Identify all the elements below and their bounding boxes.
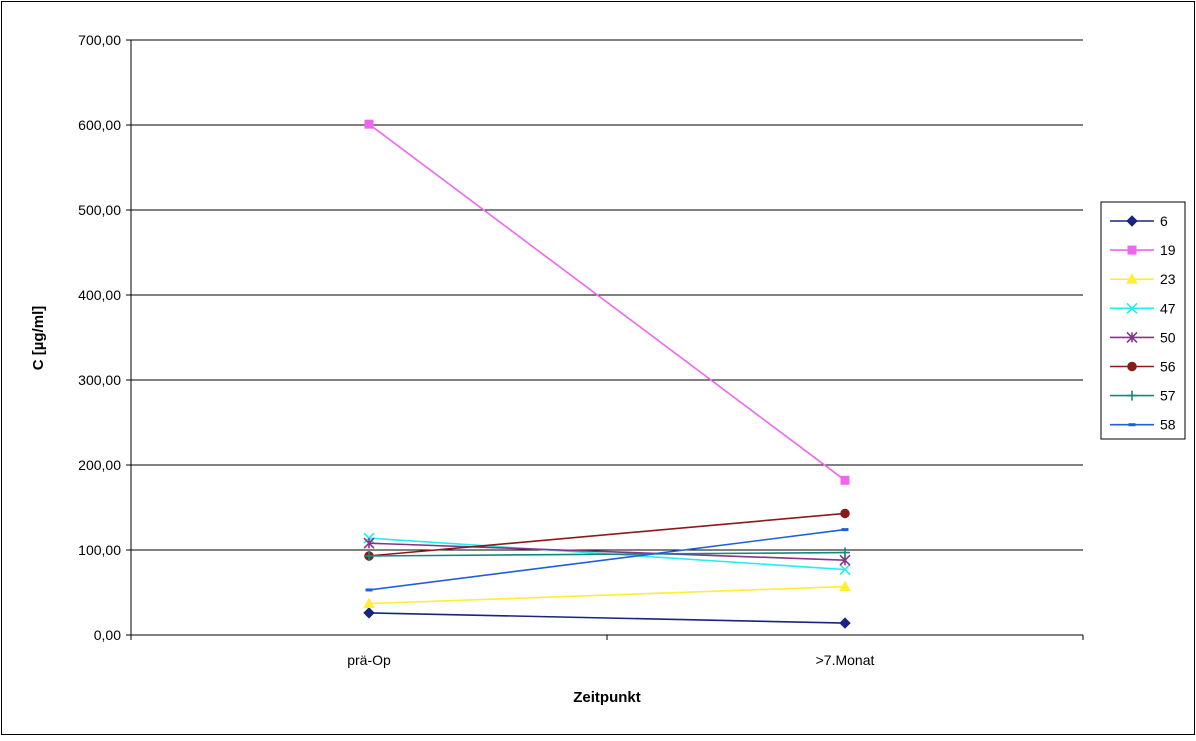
legend-label: 50 — [1160, 329, 1176, 345]
series-line — [368, 551, 846, 557]
marker-diamond — [1126, 215, 1138, 227]
legend-label: 57 — [1160, 388, 1176, 404]
series-58 — [365, 528, 849, 592]
legend-label: 19 — [1160, 242, 1176, 258]
series-lines — [363, 119, 851, 629]
marker-square — [1127, 245, 1137, 255]
x-tick-label: prä-Op — [347, 652, 391, 668]
x-tick-label: >7.Monat — [816, 652, 875, 668]
marker-triangle — [839, 580, 851, 592]
legend-box — [1100, 201, 1186, 440]
legend-label: 56 — [1160, 359, 1176, 375]
marker-star — [1126, 331, 1138, 343]
y-tick-label: 700,00 — [78, 32, 121, 48]
legend-item: 57 — [1110, 388, 1176, 404]
series-line — [368, 512, 846, 557]
marker-plus — [1127, 390, 1137, 401]
legend-item: 23 — [1110, 271, 1176, 287]
legend-item: 58 — [1110, 417, 1176, 433]
marker-plus — [840, 547, 850, 558]
series-line — [368, 612, 846, 624]
marker-dash — [365, 588, 373, 592]
marker-circle — [840, 508, 850, 519]
marker-dash — [841, 528, 849, 532]
y-tick-label: 300,00 — [78, 372, 121, 388]
marker-star — [363, 537, 375, 549]
gridlines — [131, 39, 1083, 551]
marker-square — [840, 475, 850, 485]
series-57 — [364, 547, 850, 561]
marker-diamond — [839, 617, 851, 629]
marker-square — [364, 119, 374, 129]
y-axis-title: C [µg/ml] — [30, 306, 47, 370]
marker-circle — [1127, 361, 1137, 372]
y-tick-label: 0,00 — [94, 627, 121, 643]
legend-item: 6 — [1110, 213, 1168, 229]
y-tick-label: 500,00 — [78, 202, 121, 218]
marker-plus — [364, 550, 374, 561]
series-line — [368, 528, 846, 591]
marker-x — [839, 563, 851, 576]
ticks: 0,00 100,00 200,00 300,00 400,00 500,00 600,00… — [78, 32, 1084, 668]
legend-label: 47 — [1160, 300, 1176, 316]
legend-label: 6 — [1160, 213, 1168, 229]
legend-item: 56 — [1110, 359, 1176, 375]
series-line — [368, 585, 846, 605]
legend-item: 19 — [1110, 242, 1176, 258]
y-tick-label: 600,00 — [78, 117, 121, 133]
y-tick-label: 400,00 — [78, 287, 121, 303]
legend-item: 47 — [1110, 300, 1176, 316]
legend-label: 58 — [1160, 417, 1176, 433]
series-19 — [364, 119, 850, 485]
series-23 — [363, 580, 851, 609]
marker-x — [363, 532, 375, 544]
marker-x — [1126, 302, 1138, 314]
series-line — [368, 542, 846, 561]
marker-dash — [1128, 423, 1136, 427]
x-axis-title: Zeitpunkt — [573, 689, 641, 706]
marker-diamond — [363, 607, 375, 619]
marker-triangle — [1126, 273, 1138, 284]
series-6 — [363, 607, 851, 629]
y-tick-label: 200,00 — [78, 457, 121, 473]
marker-triangle — [363, 597, 375, 609]
legend-label: 23 — [1160, 271, 1176, 287]
y-tick-label: 100,00 — [78, 542, 121, 558]
legend: 6 19 23 47 50 56 57 58 — [1100, 201, 1186, 440]
series-50 — [363, 537, 851, 566]
series-line — [368, 123, 846, 481]
legend-item: 50 — [1110, 329, 1176, 345]
